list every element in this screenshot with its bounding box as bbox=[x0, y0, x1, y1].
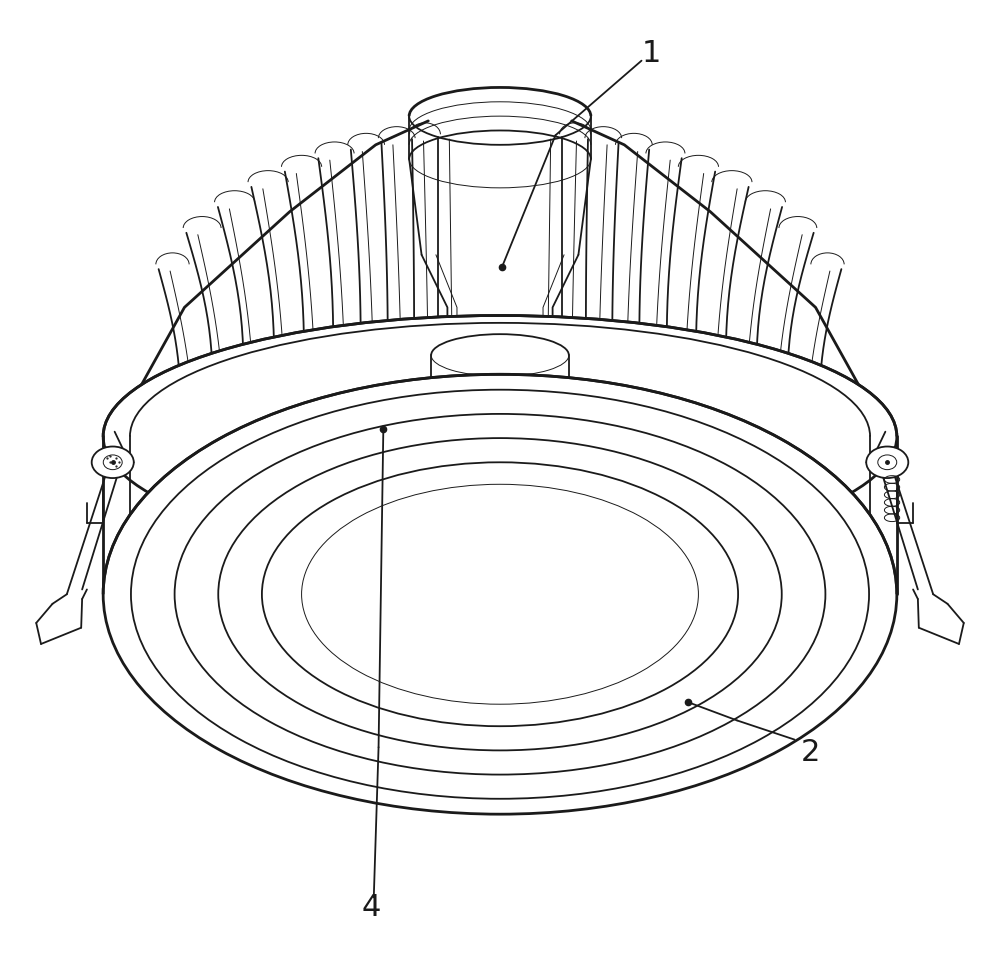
Text: 4: 4 bbox=[361, 894, 381, 923]
Ellipse shape bbox=[866, 447, 908, 479]
Ellipse shape bbox=[92, 447, 134, 479]
Text: 2: 2 bbox=[801, 737, 821, 766]
Ellipse shape bbox=[103, 374, 897, 814]
Ellipse shape bbox=[103, 316, 897, 557]
Text: 1: 1 bbox=[642, 39, 661, 68]
